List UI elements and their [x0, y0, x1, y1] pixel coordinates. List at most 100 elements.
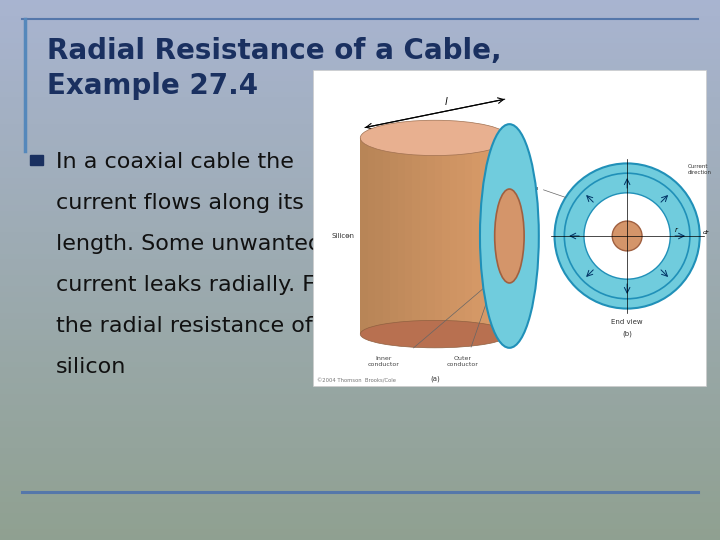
Text: Silicon: Silicon [518, 186, 539, 191]
Text: the radial resistance of the: the radial resistance of the [56, 316, 356, 336]
Bar [0, 416, 720, 421]
Bar [0, 454, 720, 459]
Bar [375, 138, 382, 334]
Text: (a): (a) [430, 376, 440, 382]
Bar [0, 459, 720, 464]
Bar [0, 481, 720, 486]
Bar [0, 108, 720, 113]
Bar [0, 38, 720, 43]
Bar [0, 135, 720, 140]
Bar [0, 92, 720, 97]
Bar [0, 324, 720, 329]
Bar [30, 155, 43, 165]
Bar [0, 49, 720, 54]
Text: Outer
conductor: Outer conductor [446, 356, 478, 367]
Text: silicon: silicon [56, 357, 127, 377]
Text: $dr$: $dr$ [702, 228, 711, 236]
Bar [457, 138, 464, 334]
Ellipse shape [495, 189, 524, 283]
Bar [464, 138, 472, 334]
Bar [450, 138, 457, 334]
Text: Silicon: Silicon [331, 233, 354, 239]
Bar [442, 138, 450, 334]
Bar [0, 200, 720, 205]
Bar [0, 16, 720, 22]
Text: Radial Resistance of a Cable,: Radial Resistance of a Cable, [47, 37, 501, 65]
Bar [435, 138, 442, 334]
Bar [0, 178, 720, 184]
Circle shape [564, 173, 690, 299]
Bar [390, 138, 397, 334]
Bar [420, 138, 428, 334]
Text: In a coaxial cable the: In a coaxial cable the [56, 152, 294, 172]
Bar [0, 5, 720, 11]
Bar [360, 138, 368, 334]
Bar [0, 486, 720, 491]
Bar [0, 211, 720, 216]
Bar [472, 138, 480, 334]
Bar [360, 138, 510, 334]
Bar [0, 167, 720, 173]
Bar [0, 383, 720, 389]
Bar [382, 138, 390, 334]
Text: length. Some unwanted: length. Some unwanted [56, 234, 322, 254]
Ellipse shape [360, 320, 510, 348]
Bar [0, 86, 720, 92]
Bar [0, 221, 720, 227]
Bar [0, 524, 720, 529]
Bar [487, 138, 495, 334]
Bar [0, 432, 720, 437]
Bar [0, 43, 720, 49]
Bar [0, 27, 720, 32]
Bar [0, 248, 720, 254]
Bar [0, 443, 720, 448]
Bar [0, 54, 720, 59]
Bar [0, 173, 720, 178]
Bar [0, 119, 720, 124]
Bar [0, 162, 720, 167]
Bar [0, 346, 720, 351]
Bar [0, 389, 720, 394]
Text: $l$: $l$ [444, 94, 449, 106]
Bar [0, 356, 720, 362]
Bar [0, 22, 720, 27]
Bar [0, 394, 720, 400]
Text: current leaks radially. Find: current leaks radially. Find [56, 275, 348, 295]
Bar [0, 270, 720, 275]
Bar [0, 351, 720, 356]
Bar [0, 508, 720, 513]
Bar [0, 502, 720, 508]
Bar [0, 238, 720, 243]
Bar [0, 140, 720, 146]
Circle shape [564, 173, 690, 299]
Bar [368, 138, 375, 334]
Bar [0, 0, 720, 5]
Circle shape [584, 193, 670, 279]
Bar [0, 103, 720, 108]
Bar [0, 297, 720, 302]
Bar [0, 405, 720, 410]
Bar [0, 286, 720, 292]
Bar [0, 378, 720, 383]
Bar [0, 97, 720, 103]
Bar [0, 113, 720, 119]
Bar [0, 497, 720, 502]
Bar [0, 254, 720, 259]
Bar [0, 308, 720, 313]
Bar [0, 475, 720, 481]
Bar [0, 362, 720, 367]
Bar [0, 32, 720, 38]
Bar [0, 275, 720, 281]
Bar [0, 130, 720, 135]
Bar [0, 11, 720, 16]
Bar [0, 448, 720, 454]
Bar [0, 76, 720, 81]
Bar [0, 194, 720, 200]
Bar [0, 319, 720, 324]
Bar [0, 259, 720, 265]
Bar [0, 189, 720, 194]
Bar [0, 146, 720, 151]
Bar [0, 335, 720, 340]
Bar [0, 124, 720, 130]
Bar [0, 232, 720, 238]
